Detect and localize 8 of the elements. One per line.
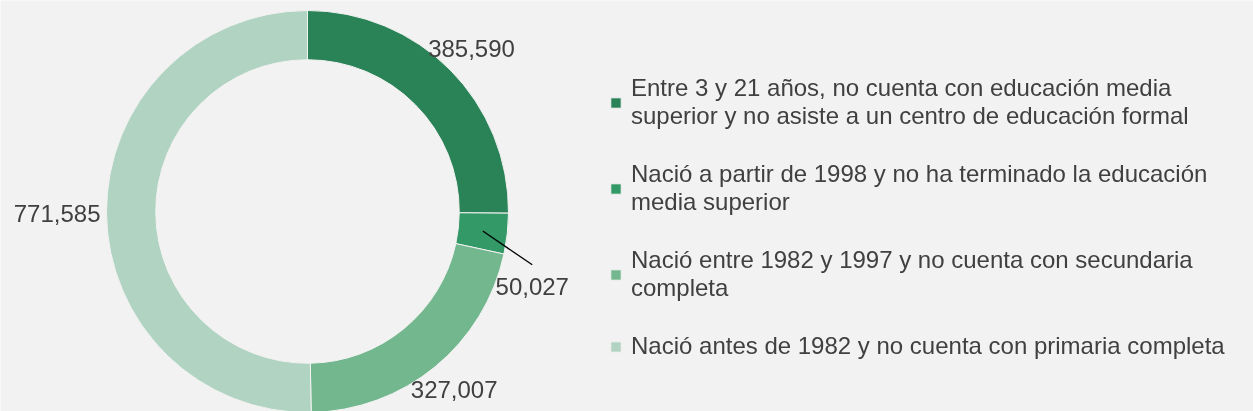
legend-label: Nació entre 1982 y 1997 y no cuenta con secundaria completa (631, 246, 1193, 302)
legend-label: Entre 3 y 21 años, no cuenta con educación media superior y no asiste a un centro de educación formal (631, 74, 1189, 130)
legend-label: Nació a partir de 1998 y no ha terminado la educación media superior (631, 160, 1208, 216)
data-label: 50,027 (495, 273, 569, 301)
legend-label: Nació antes de 1982 y no cuenta con primaria completa (631, 332, 1225, 360)
data-label: 771,585 (13, 199, 101, 227)
data-label: 385,590 (428, 35, 515, 63)
data-label: 327,007 (410, 376, 498, 404)
